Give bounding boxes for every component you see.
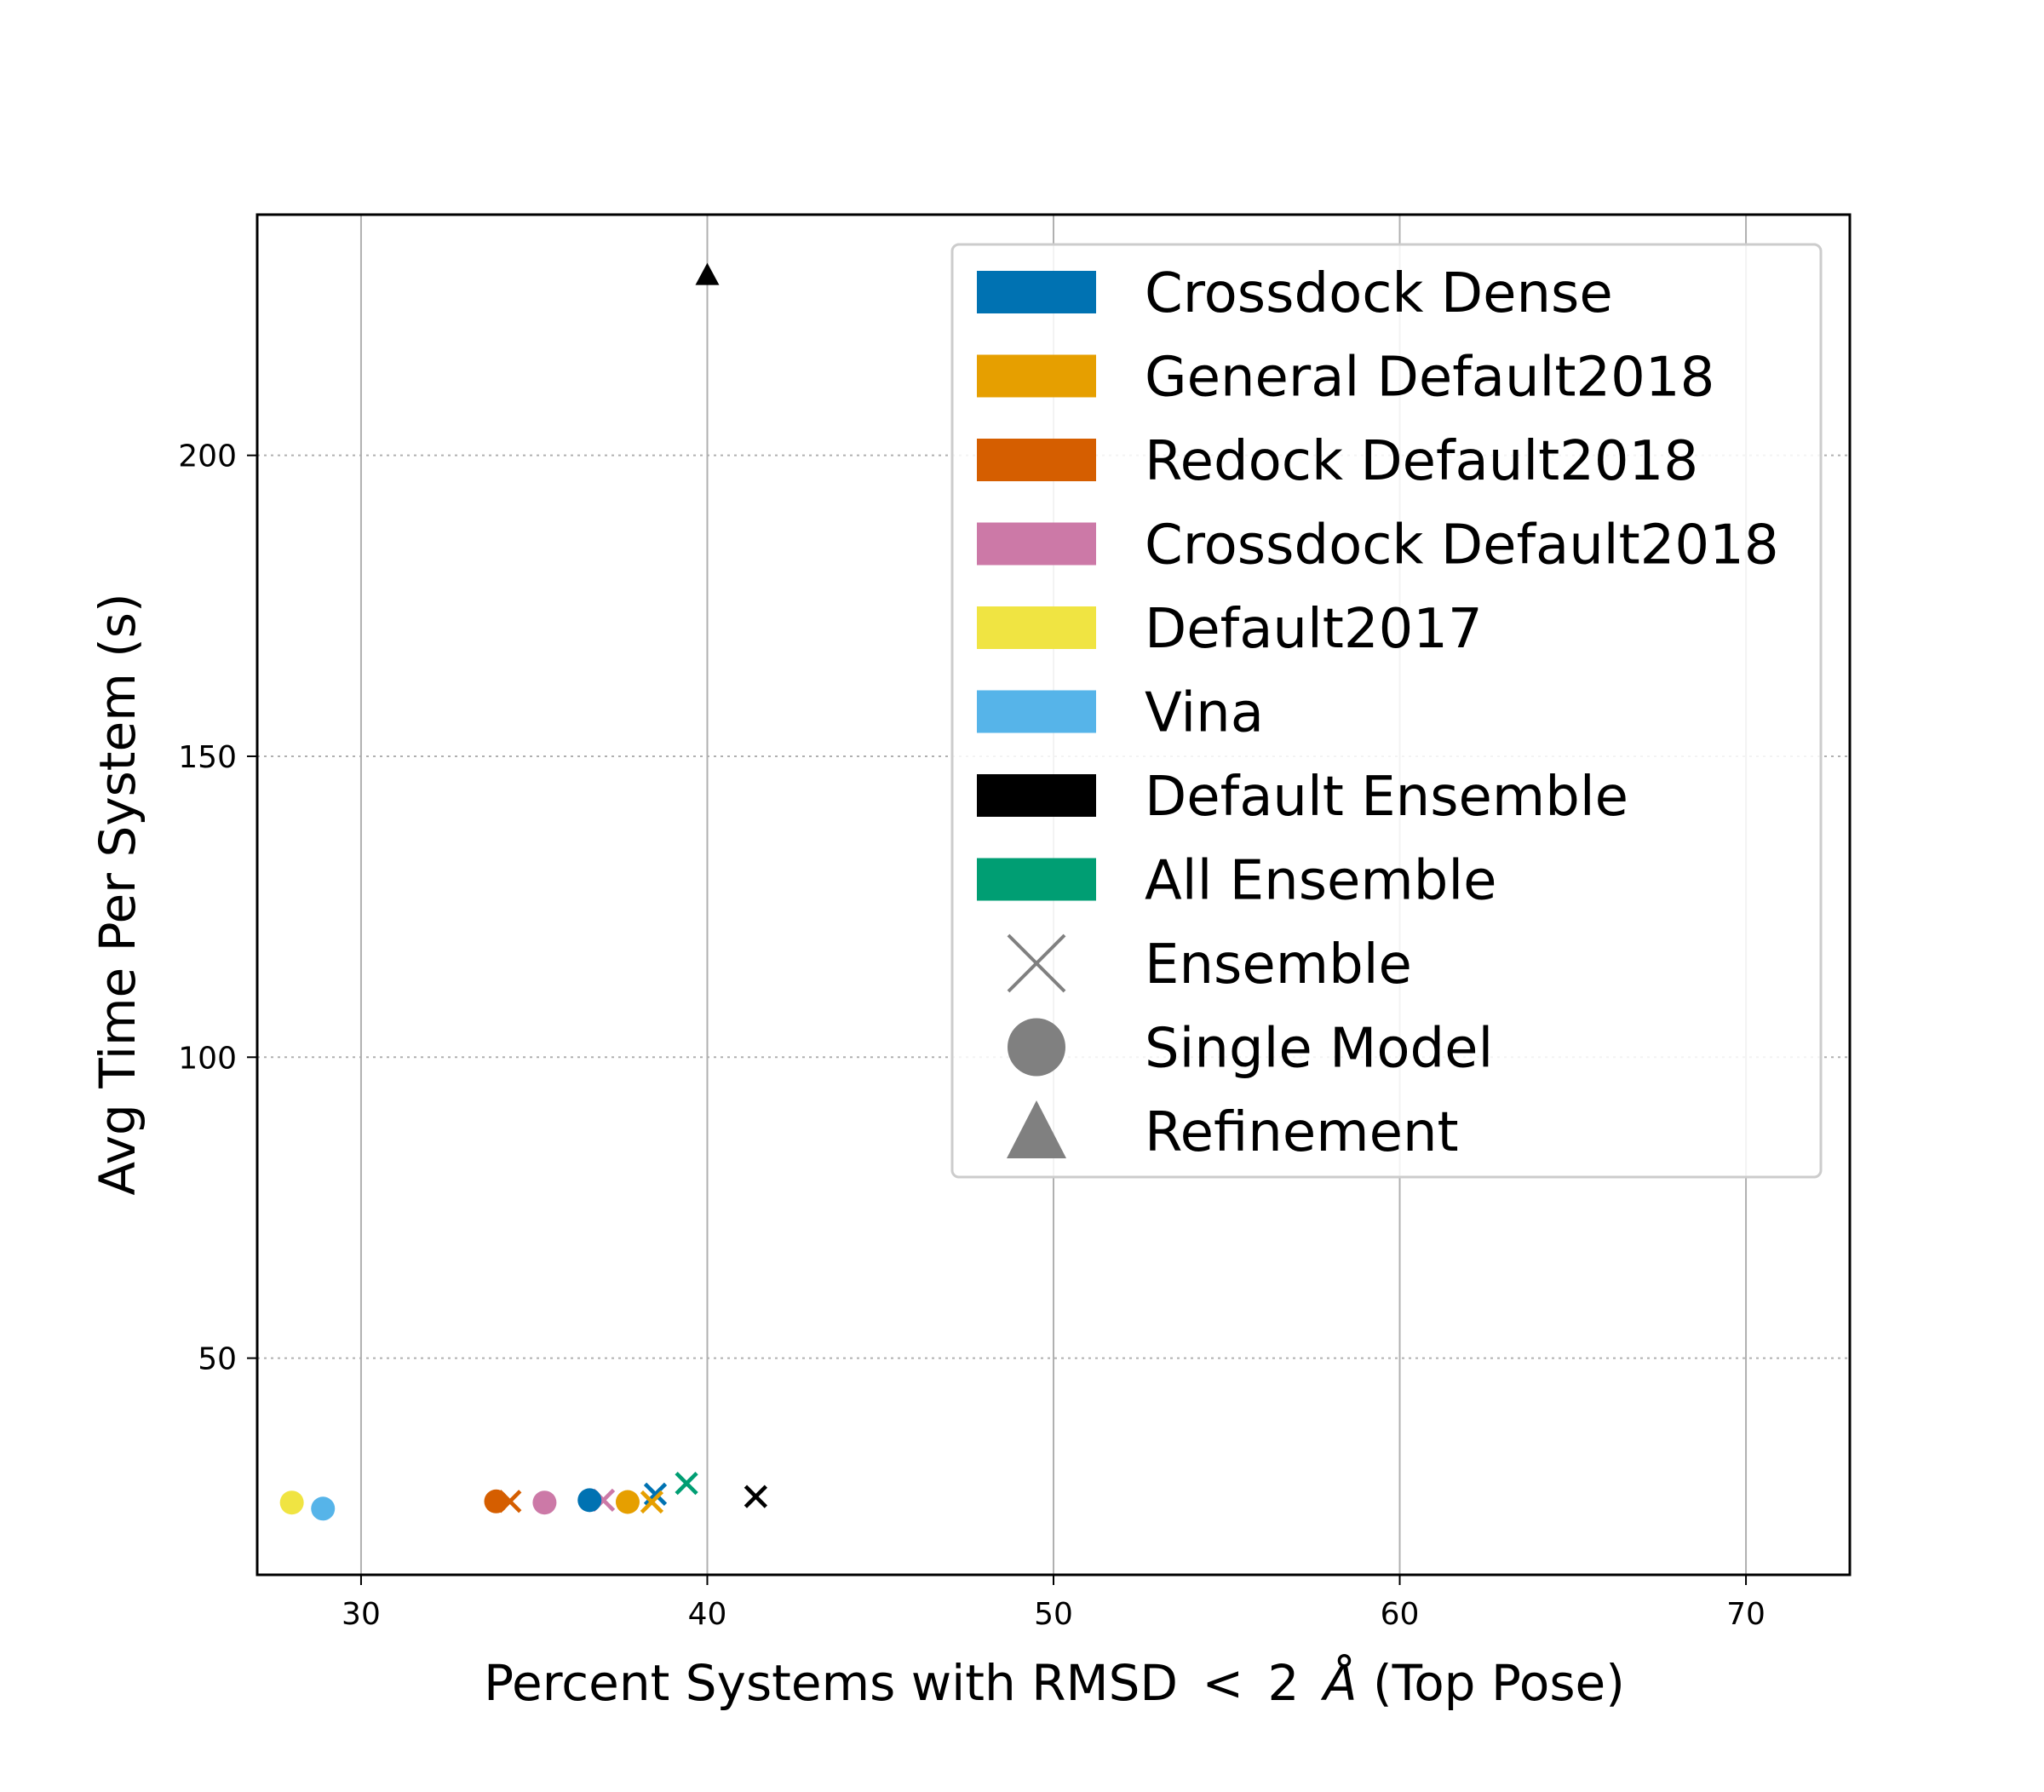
- data-point-triangle: [695, 262, 720, 285]
- legend-label: Refinement: [1145, 1101, 1459, 1164]
- legend-label: Crossdock Dense: [1145, 262, 1613, 325]
- data-point-circle: [311, 1496, 336, 1521]
- x-tick-label: 60: [1381, 1597, 1420, 1632]
- data-point-circle: [279, 1490, 304, 1515]
- x-axis-label-part: Percent Systems with RMSD: [484, 1654, 1178, 1712]
- legend-label: Ensemble: [1145, 933, 1412, 997]
- legend-swatch: [977, 271, 1096, 313]
- y-tick-label: 150: [178, 740, 237, 775]
- legend-label: All Ensemble: [1145, 850, 1497, 913]
- y-tick-label: 100: [178, 1041, 237, 1076]
- data-point-x: [675, 1471, 698, 1496]
- legend-label: Default2017: [1145, 598, 1483, 661]
- x-tick-label: 40: [688, 1597, 727, 1632]
- x-marker-stroke: [744, 1485, 768, 1508]
- legend-label: Vina: [1145, 682, 1264, 745]
- legend-label: General Default2018: [1145, 347, 1714, 410]
- x-marker-stroke: [675, 1471, 698, 1496]
- axis-ticks: 30 40 50 60 70 50 100 150 200: [178, 439, 1766, 1632]
- y-tick-label: 50: [198, 1342, 237, 1377]
- legend: Crossdock Dense General Default2018 Redock…: [950, 243, 1823, 1179]
- legend-label: Crossdock Default2018: [1145, 514, 1779, 577]
- legend-swatch: [977, 354, 1096, 398]
- data-point-x: [640, 1490, 664, 1514]
- x-axis-label-two: 2: [1268, 1654, 1300, 1712]
- legend-label: Single Model: [1145, 1018, 1493, 1081]
- data-point-circle: [577, 1488, 602, 1513]
- legend-ensemble-marker: [1007, 933, 1066, 993]
- data-points: [279, 262, 768, 1521]
- legend-swatch: [977, 439, 1096, 481]
- data-point-circle: [484, 1489, 508, 1513]
- data-point-circle: [615, 1490, 640, 1514]
- legend-frame: [950, 243, 1823, 1179]
- data-point-x: [744, 1485, 768, 1508]
- legend-swatch: [977, 858, 1096, 901]
- x-axis-label: Percent Systems with RMSD < 2 Å (Top Pos…: [484, 1653, 1625, 1712]
- legend-label: Default Ensemble: [1145, 766, 1628, 829]
- legend-swatch: [977, 690, 1096, 733]
- x-tick-label: 30: [342, 1597, 381, 1632]
- legend-single-model-marker: [1008, 1018, 1065, 1077]
- data-point-circle: [532, 1490, 557, 1515]
- legend-swatch: [977, 522, 1096, 566]
- x-tick-label: 70: [1726, 1597, 1766, 1632]
- data-point-x: [498, 1490, 522, 1513]
- x-marker-stroke: [1007, 933, 1066, 993]
- legend-refinement-marker: [1007, 1100, 1066, 1158]
- x-marker-stroke: [640, 1490, 664, 1514]
- x-marker-stroke: [498, 1490, 522, 1513]
- y-tick-label: 200: [178, 439, 237, 474]
- x-axis-label-lt: <: [1202, 1654, 1243, 1712]
- x-tick-label: 50: [1034, 1597, 1073, 1632]
- legend-swatch: [977, 774, 1096, 817]
- legend-swatch: [977, 606, 1096, 649]
- legend-label: Redock Default2018: [1145, 430, 1698, 493]
- x-axis-label-part: (Top Pose): [1373, 1654, 1625, 1712]
- x-axis-label-angstrom: Å: [1320, 1653, 1358, 1712]
- y-axis-label: Avg Time Per System (s): [89, 593, 146, 1195]
